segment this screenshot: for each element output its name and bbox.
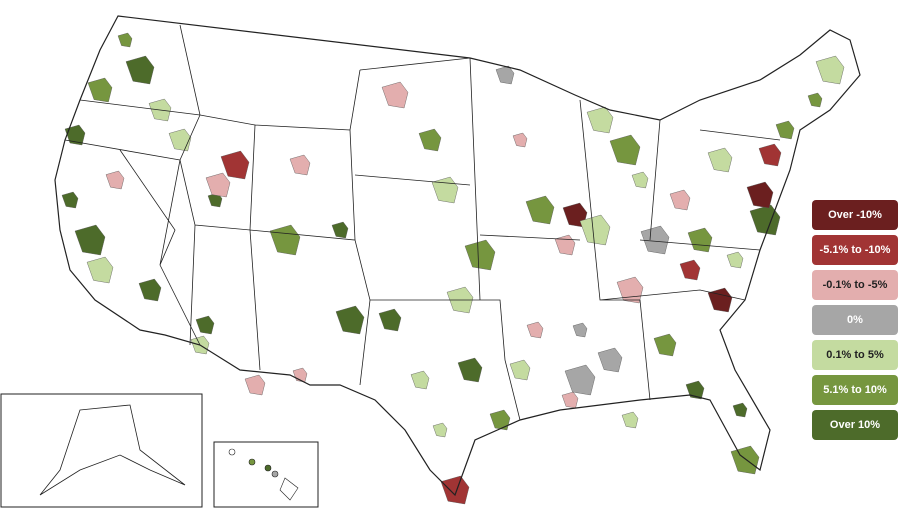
metro-area bbox=[669, 189, 691, 211]
metro-area bbox=[464, 239, 496, 271]
metro-area bbox=[457, 357, 483, 383]
hawaii-inset bbox=[213, 441, 319, 508]
legend-item-over-10: Over 10% bbox=[812, 410, 898, 440]
legend-item-zero: 0% bbox=[812, 305, 898, 335]
metro-area bbox=[195, 315, 215, 335]
legend-item-minus-0-1-to-minus-5: -0.1% to -5% bbox=[812, 270, 898, 300]
metro-area bbox=[331, 221, 349, 239]
metro-area bbox=[432, 422, 448, 438]
metro-area bbox=[707, 147, 733, 173]
legend-item-5-1-to-10: 5.1% to 10% bbox=[812, 375, 898, 405]
metro-area bbox=[815, 55, 845, 85]
state-borders bbox=[64, 24, 781, 421]
metro-area bbox=[269, 224, 301, 256]
metro-area bbox=[117, 32, 133, 48]
metro-area bbox=[726, 251, 744, 269]
legend: Over -10% -5.1% to -10% -0.1% to -5% 0% … bbox=[812, 200, 898, 445]
metro-area bbox=[138, 278, 162, 302]
metro-area bbox=[205, 172, 231, 198]
metro-area bbox=[378, 308, 402, 332]
metro-area bbox=[105, 170, 125, 190]
alaska-inset bbox=[0, 393, 203, 508]
metro-area bbox=[807, 92, 823, 108]
metro-area bbox=[489, 409, 511, 431]
metro-area bbox=[495, 65, 515, 85]
metro-area bbox=[621, 411, 639, 429]
metro-area bbox=[732, 402, 748, 418]
metro-area bbox=[586, 106, 614, 134]
metro-area bbox=[572, 322, 588, 338]
metro-area bbox=[609, 134, 641, 166]
metro-area bbox=[746, 181, 774, 209]
metro-area bbox=[74, 224, 106, 256]
metro-area bbox=[335, 305, 365, 335]
metro-area bbox=[526, 321, 544, 339]
alaska-outline bbox=[39, 404, 186, 496]
metro-area bbox=[679, 259, 701, 281]
metro-area bbox=[561, 391, 579, 409]
metro-area bbox=[564, 364, 596, 396]
metro-area bbox=[61, 191, 79, 209]
metro-areas bbox=[61, 32, 845, 505]
hawaii-islands bbox=[228, 448, 299, 501]
metro-area bbox=[653, 333, 677, 357]
metro-area bbox=[631, 171, 649, 189]
metro-area bbox=[289, 154, 311, 176]
metro-area bbox=[86, 256, 114, 284]
metro-area bbox=[431, 176, 459, 204]
metro-area bbox=[509, 359, 531, 381]
metro-area bbox=[616, 276, 644, 304]
metro-area bbox=[597, 347, 623, 373]
metro-area bbox=[220, 150, 250, 180]
metro-area bbox=[579, 214, 611, 246]
us-outline bbox=[54, 15, 861, 497]
metro-area bbox=[707, 287, 733, 313]
metro-area bbox=[125, 55, 155, 85]
metro-area bbox=[640, 225, 670, 255]
metro-area bbox=[244, 374, 266, 396]
metro-area bbox=[775, 120, 795, 140]
metro-area bbox=[381, 81, 409, 109]
metro-area bbox=[168, 128, 192, 152]
metro-area bbox=[758, 143, 782, 167]
metro-area bbox=[512, 132, 528, 148]
legend-item-over-minus-10: Over -10% bbox=[812, 200, 898, 230]
metro-area bbox=[525, 195, 555, 225]
metro-area bbox=[730, 445, 760, 475]
metro-area bbox=[418, 128, 442, 152]
metro-area bbox=[87, 77, 113, 103]
legend-item-minus-5-to-minus-10: -5.1% to -10% bbox=[812, 235, 898, 265]
metro-area bbox=[410, 370, 430, 390]
legend-item-0-1-to-5: 0.1% to 5% bbox=[812, 340, 898, 370]
metro-area bbox=[554, 234, 576, 256]
metro-area bbox=[440, 475, 470, 505]
metro-area bbox=[687, 227, 713, 253]
